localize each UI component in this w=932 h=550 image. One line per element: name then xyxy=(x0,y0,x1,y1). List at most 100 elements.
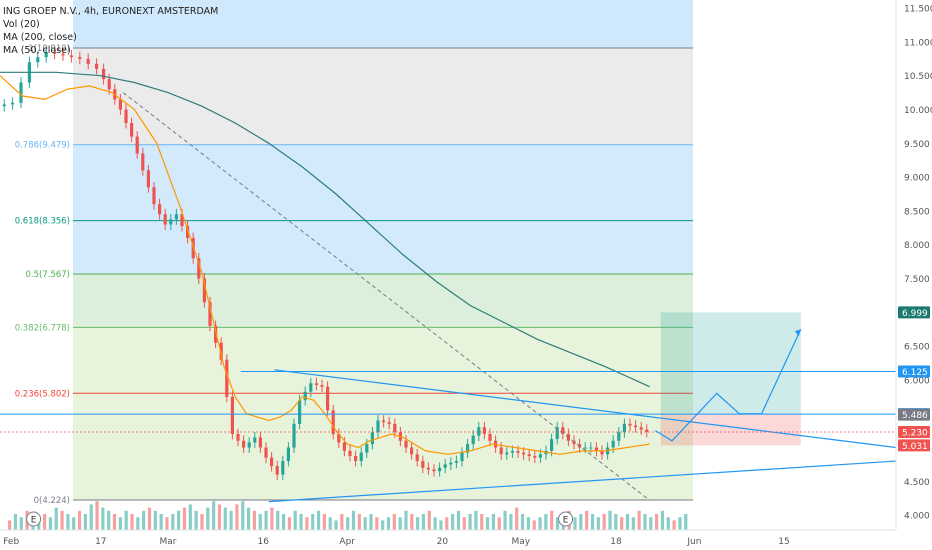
price-tick-label: 6.500 xyxy=(904,343,930,353)
volume-bar xyxy=(620,517,624,530)
candle-body xyxy=(354,455,358,462)
candle-body xyxy=(174,214,178,220)
volume-bar xyxy=(316,510,321,530)
volume-bar xyxy=(206,507,210,530)
fib-label-4: 0.382(6.778) xyxy=(15,323,70,333)
volume-bar xyxy=(532,520,536,530)
candle-body xyxy=(152,187,156,205)
candle-body xyxy=(86,58,90,64)
candle-body xyxy=(11,102,15,105)
volume-bar xyxy=(159,514,163,530)
candle-body xyxy=(370,432,374,445)
volume-bar xyxy=(416,517,420,530)
candle-body xyxy=(236,434,240,441)
fib-zone-above xyxy=(73,0,693,48)
price-label-box xyxy=(898,408,930,421)
candle-body xyxy=(404,440,408,448)
candle-body xyxy=(572,440,576,445)
volume-bar xyxy=(579,514,583,530)
candle-body xyxy=(275,466,279,475)
volume-bar xyxy=(433,517,437,530)
ma50-line xyxy=(0,75,650,455)
volume-bar xyxy=(649,517,653,530)
fib-zone-3 xyxy=(73,273,693,328)
candle-body xyxy=(320,384,324,387)
volume-bar xyxy=(72,517,76,530)
candle-body xyxy=(527,454,531,456)
fib-label-0: 1(10.910) xyxy=(28,44,70,54)
candle-body xyxy=(488,434,492,441)
time-tick-label: Jun xyxy=(686,537,701,547)
time-tick-label: 17 xyxy=(95,537,106,547)
time-tick-label: 20 xyxy=(437,537,449,547)
volume-bar xyxy=(95,501,99,530)
candle-body xyxy=(214,325,218,343)
price-tick-label: 11.000 xyxy=(904,38,932,48)
candle-body xyxy=(454,461,458,463)
volume-bar xyxy=(346,517,350,530)
candle-body xyxy=(102,68,106,80)
candle-body xyxy=(617,432,621,441)
volume-bar xyxy=(194,510,198,530)
candle-body xyxy=(365,444,369,453)
volume-bar xyxy=(270,507,274,530)
volume-bar xyxy=(573,517,577,530)
volume-bar xyxy=(538,517,542,530)
volume-bar xyxy=(497,517,501,530)
volume-bar xyxy=(369,514,373,530)
volume-bar xyxy=(386,517,391,530)
volume-bar xyxy=(276,510,280,530)
projection-arrowhead xyxy=(794,329,801,337)
volume-bar xyxy=(660,510,665,530)
candle-body xyxy=(264,447,268,458)
volume-bar xyxy=(381,520,385,530)
volume-bar xyxy=(142,510,146,530)
fib-label-1: 0.786(9.479) xyxy=(15,141,70,151)
candle-body xyxy=(426,467,430,470)
price-tick-label: 6.000 xyxy=(904,376,930,386)
candle-body xyxy=(337,434,341,443)
price-tick-label: 8.500 xyxy=(904,207,930,217)
volume-bar xyxy=(596,517,600,530)
volume-bar xyxy=(590,514,595,530)
price-tick-label: 4.000 xyxy=(904,512,930,522)
volume-bar xyxy=(89,504,93,530)
candle-body xyxy=(247,442,251,448)
candle-body xyxy=(202,278,206,303)
volume-bar xyxy=(188,504,192,530)
volume-bar xyxy=(19,517,23,530)
candle-body xyxy=(69,55,73,58)
candle-body xyxy=(95,63,99,69)
volume-bar xyxy=(526,517,530,530)
volume-bar xyxy=(48,517,53,530)
candle-body xyxy=(538,454,542,458)
volume-bar xyxy=(305,517,309,530)
volume-bar xyxy=(171,514,175,530)
earnings-marker-label: E xyxy=(31,516,37,526)
time-tick-label: 15 xyxy=(778,537,789,547)
volume-bar xyxy=(462,517,466,530)
time-tick-label: Mar xyxy=(160,537,177,547)
fib-label-5: 0.236(5.802) xyxy=(15,389,70,399)
fib-label-6: 0(4.224) xyxy=(34,496,70,506)
volume-bar xyxy=(357,514,361,530)
volume-bar xyxy=(60,510,64,530)
candle-body xyxy=(331,410,335,435)
candle-body xyxy=(135,136,139,154)
price-label-box xyxy=(898,439,930,452)
price-tick-label: 4.500 xyxy=(904,478,930,488)
price-tick-label: 10.500 xyxy=(904,72,932,82)
volume-bar xyxy=(515,507,519,530)
volume-bar xyxy=(625,514,630,530)
time-tick-label: May xyxy=(511,537,530,547)
volume-bar xyxy=(136,517,140,530)
candle-body xyxy=(53,52,57,54)
volume-bar xyxy=(684,514,688,530)
price-label-text: 6.999 xyxy=(902,309,928,319)
volume-bar xyxy=(334,520,338,530)
volume-bar xyxy=(474,510,478,530)
volume-bar xyxy=(456,510,461,530)
candle-body xyxy=(382,420,386,423)
projection-path xyxy=(654,328,802,442)
